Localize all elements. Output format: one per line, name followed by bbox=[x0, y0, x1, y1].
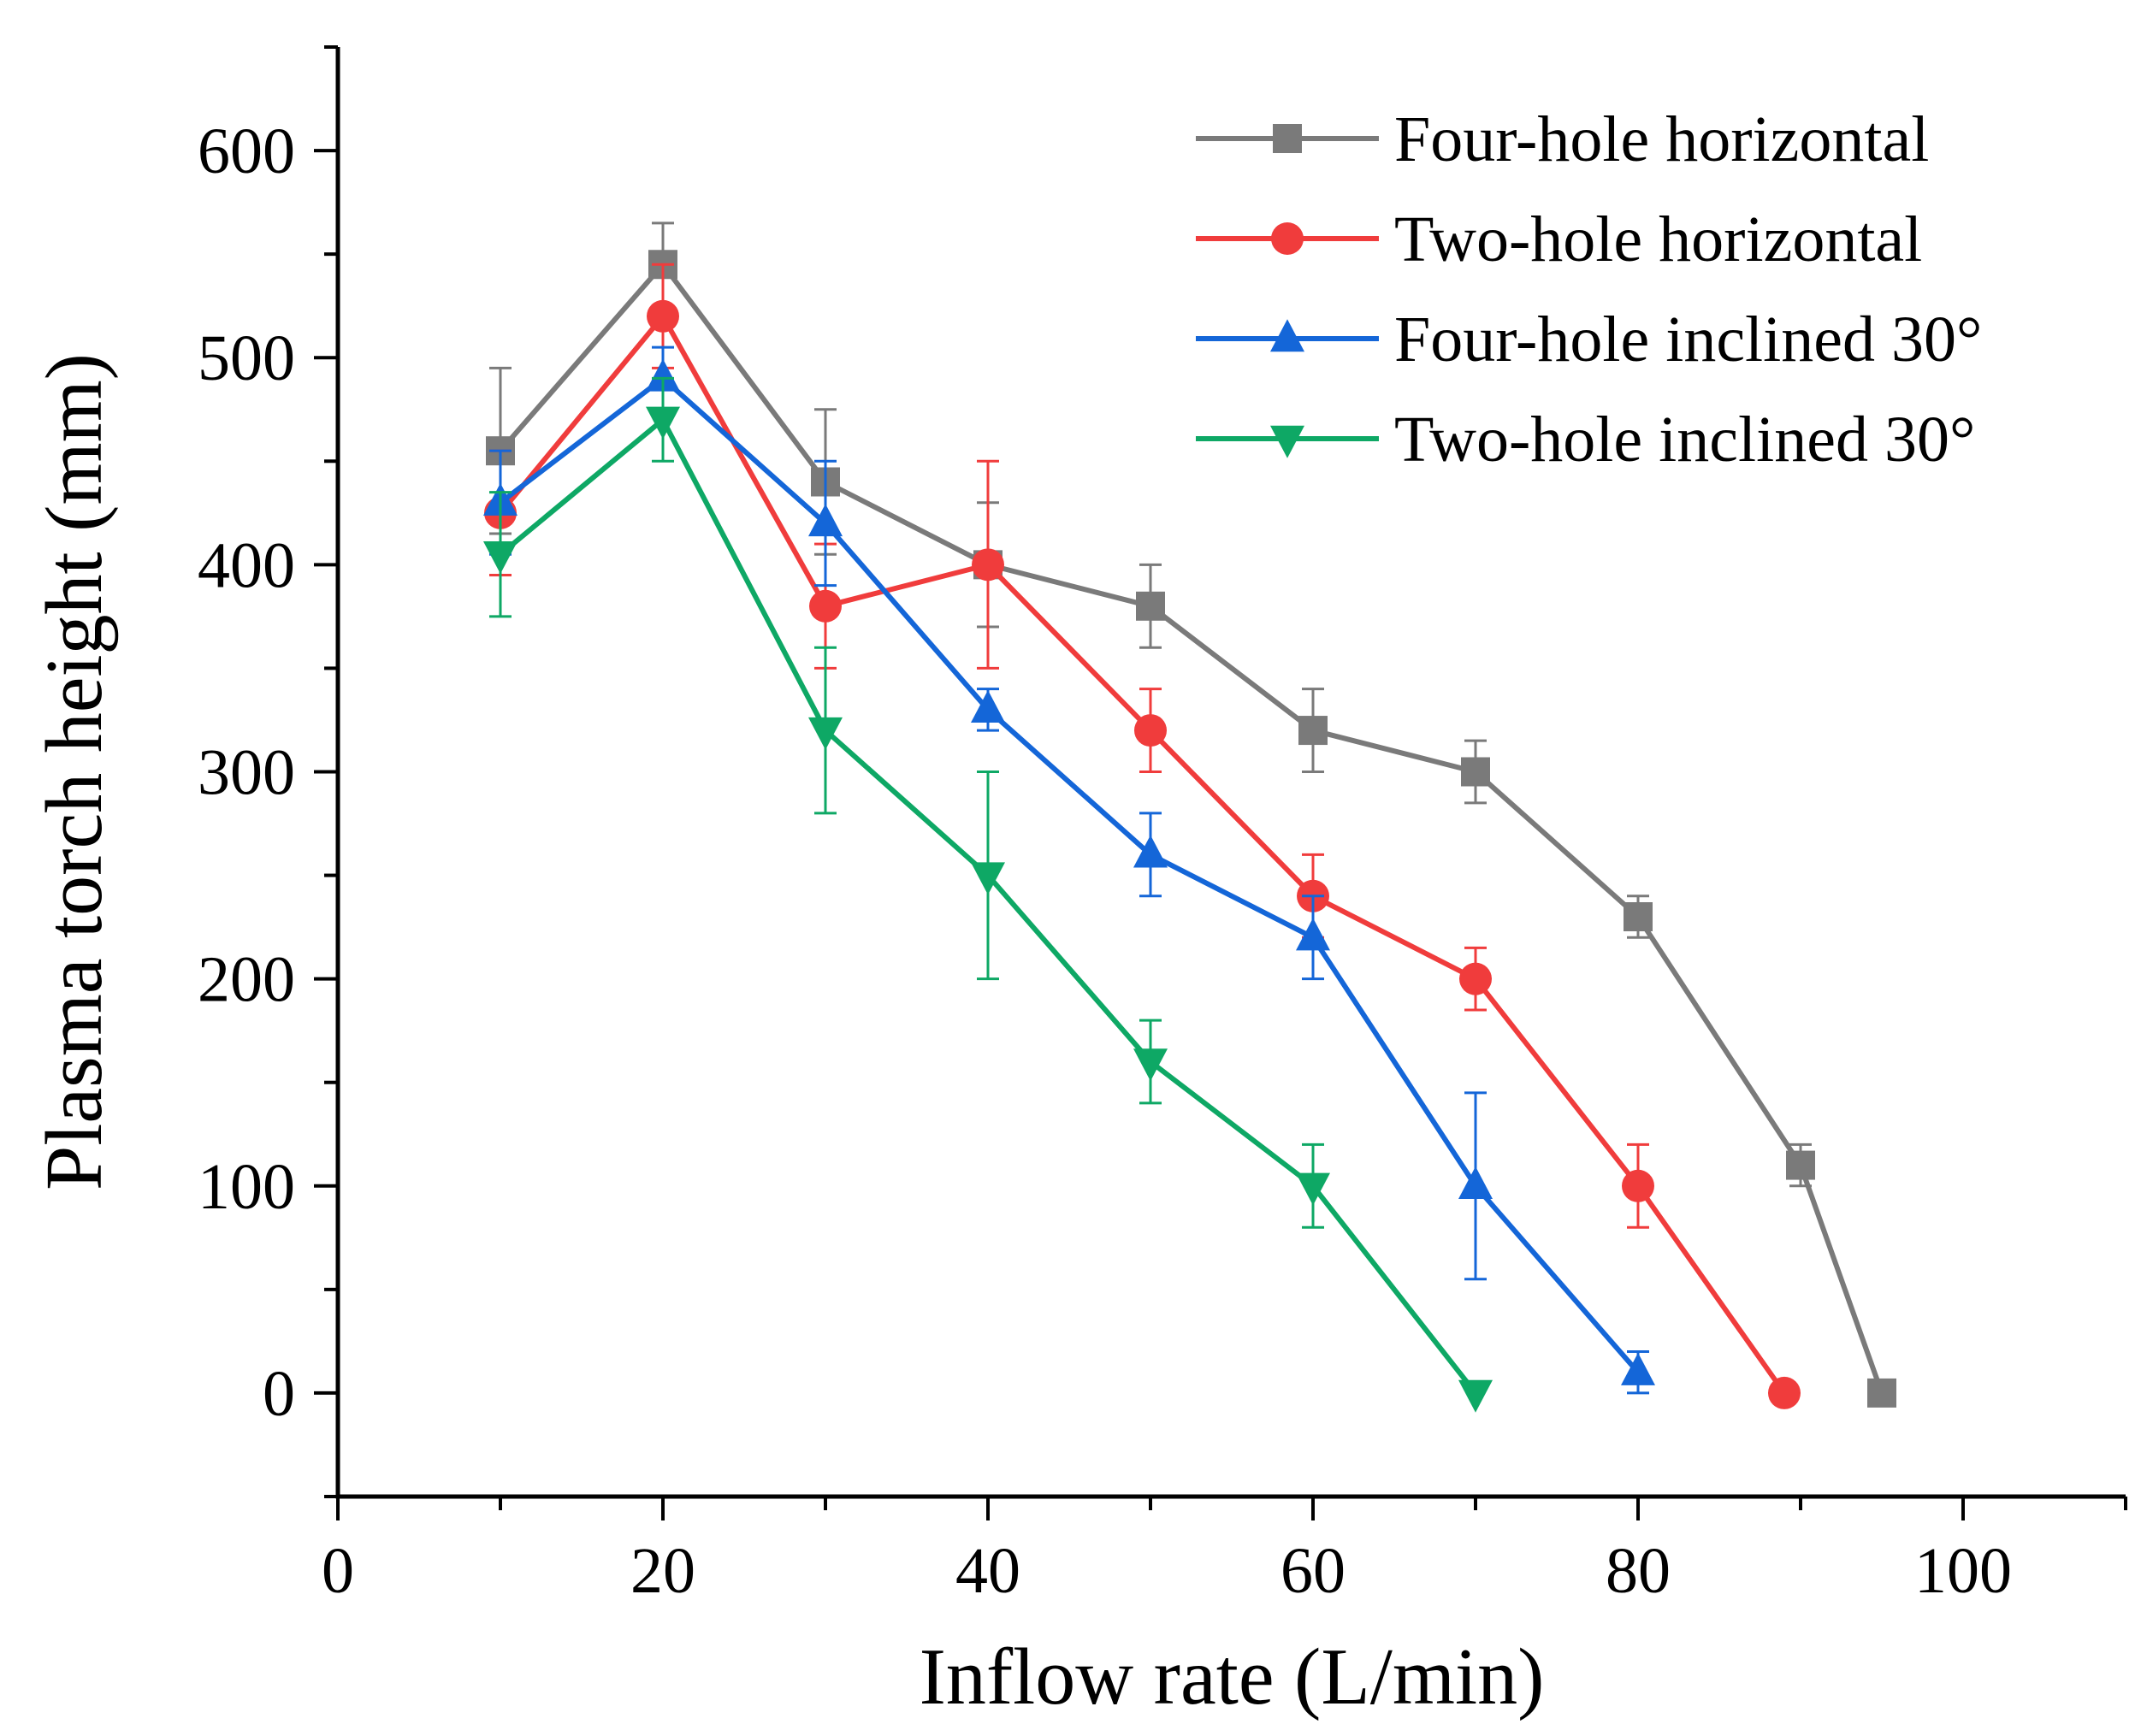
legend-marker bbox=[1270, 319, 1304, 352]
data-point bbox=[1133, 1048, 1168, 1082]
data-point bbox=[808, 717, 843, 750]
y-tick-label: 600 bbox=[198, 115, 295, 187]
data-point bbox=[1786, 1150, 1815, 1180]
data-point bbox=[1624, 902, 1653, 931]
data-point bbox=[1296, 918, 1330, 951]
x-axis-title: Inflow rate (L/min) bbox=[920, 1633, 1545, 1721]
legend-entry-1: Four-hole horizontal bbox=[1196, 103, 1929, 175]
series-layer bbox=[483, 221, 1896, 1413]
data-point bbox=[1298, 716, 1328, 746]
axes: 0 20 40 60 80 100 0 100 200 300 400 500 600 bbox=[198, 45, 2127, 1607]
data-point bbox=[1136, 591, 1165, 621]
data-point bbox=[808, 504, 843, 537]
data-point bbox=[1133, 835, 1168, 868]
y-tick-label: 300 bbox=[198, 737, 295, 809]
data-point bbox=[1461, 757, 1490, 787]
data-point bbox=[1134, 714, 1167, 747]
x-tick-label: 20 bbox=[630, 1535, 695, 1607]
legend-entry-2: Two-hole horizontal bbox=[1196, 204, 1922, 275]
x-tick-label: 80 bbox=[1606, 1535, 1671, 1607]
y-tick-label: 200 bbox=[198, 944, 295, 1016]
legend-label: Two-hole inclined 30° bbox=[1394, 404, 1975, 475]
y-tick-label: 0 bbox=[263, 1358, 295, 1430]
legend: Four-hole horizontal Two-hole horizontal F… bbox=[1196, 103, 1982, 475]
series-line bbox=[498, 262, 1884, 1394]
legend-label: Four-hole horizontal bbox=[1394, 103, 1929, 175]
legend-marker bbox=[1270, 425, 1304, 458]
data-point bbox=[1622, 1169, 1654, 1202]
data-point bbox=[1458, 1379, 1493, 1413]
data-point bbox=[646, 358, 680, 392]
data-point bbox=[1768, 1376, 1801, 1409]
legend-marker bbox=[1273, 124, 1302, 153]
data-point bbox=[809, 589, 842, 623]
data-point bbox=[483, 541, 518, 575]
series-line bbox=[499, 375, 1641, 1374]
legend-label: Four-hole inclined 30° bbox=[1394, 304, 1982, 375]
data-point bbox=[647, 299, 679, 333]
data-point bbox=[971, 862, 1005, 895]
x-tick-label: 60 bbox=[1281, 1535, 1346, 1607]
legend-marker bbox=[1271, 222, 1304, 255]
data-point bbox=[1459, 962, 1492, 995]
y-tick-label: 500 bbox=[198, 322, 295, 394]
data-point bbox=[1621, 1352, 1655, 1385]
y-axis-title: Plasma torch height (mm) bbox=[30, 353, 119, 1190]
y-tick-label: 400 bbox=[198, 529, 295, 601]
x-tick-label: 40 bbox=[955, 1535, 1020, 1607]
data-point bbox=[971, 690, 1005, 723]
data-point bbox=[972, 548, 1004, 582]
legend-label: Two-hole horizontal bbox=[1394, 204, 1922, 275]
series-3 bbox=[483, 345, 1655, 1395]
legend-entry-4: Two-hole inclined 30° bbox=[1196, 404, 1975, 475]
data-point bbox=[1296, 1172, 1330, 1206]
data-point bbox=[1867, 1378, 1896, 1408]
data-point bbox=[646, 406, 680, 440]
series-1 bbox=[486, 221, 1896, 1408]
data-point bbox=[1458, 1166, 1493, 1199]
series-4 bbox=[483, 376, 1493, 1413]
legend-entry-3: Four-hole inclined 30° bbox=[1196, 304, 1982, 375]
x-tick-label: 0 bbox=[322, 1535, 354, 1607]
y-tick-label: 100 bbox=[198, 1151, 295, 1223]
x-tick-label: 100 bbox=[1914, 1535, 2012, 1607]
